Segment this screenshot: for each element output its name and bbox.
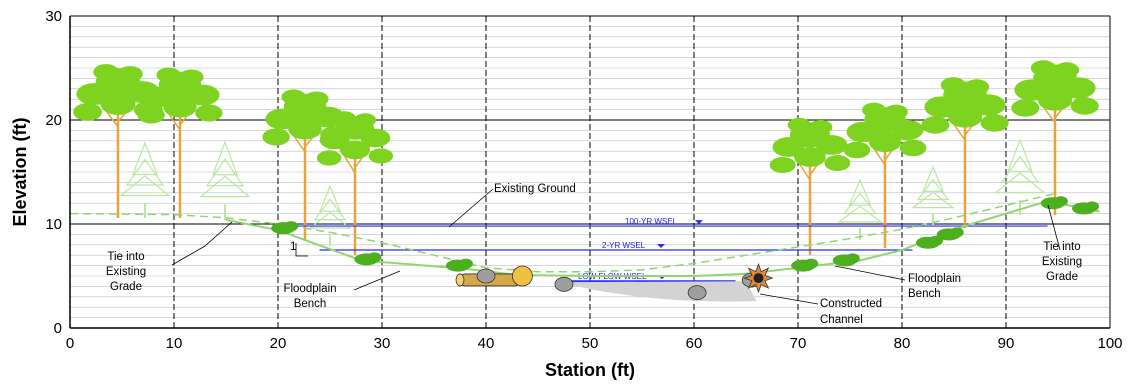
shrub	[929, 235, 943, 246]
annotation-floodplain-left: Floodplain Bench	[283, 270, 401, 310]
shrub	[804, 258, 819, 269]
tie-right-line1: Tie into	[1043, 241, 1080, 253]
boulder	[554, 276, 574, 292]
x-tick-label: 20	[270, 335, 287, 352]
conifer-tree	[119, 141, 171, 218]
shrub	[367, 252, 382, 263]
x-tick-label: 0	[66, 335, 74, 352]
x-axis-label: Station (ft)	[545, 360, 635, 380]
annotation-tie-left: Tie into Existing Grade	[106, 221, 233, 293]
tie-left-line2: Existing	[106, 266, 146, 278]
shrub	[949, 227, 964, 238]
y-tick-label: 0	[54, 320, 62, 337]
channel-bed	[558, 281, 757, 302]
channel-layer	[271, 196, 1099, 302]
deciduous-tree	[137, 67, 223, 218]
grid	[70, 16, 1110, 328]
x-tick-label: 50	[582, 335, 599, 352]
conifer-tree	[837, 178, 883, 240]
y-tick-label: 30	[45, 8, 62, 25]
existing-ground-line	[69, 192, 1059, 273]
tie-left-line1: Tie into	[107, 251, 144, 263]
deciduous-tree	[262, 89, 348, 240]
floodplain-right-line1: Floodplain	[908, 273, 961, 285]
axes	[69, 15, 1111, 329]
svg-text:Existing Ground: Existing Ground	[494, 183, 576, 195]
y-tick-label: 20	[45, 112, 62, 129]
tie-left-line3: Grade	[110, 281, 142, 293]
x-tick-label: 70	[790, 335, 807, 352]
deciduous-tree	[73, 64, 163, 218]
x-tick-label: 40	[478, 335, 495, 352]
annotation-constructed-channel: Constructed Channel	[759, 293, 882, 326]
deciduous-tree	[1011, 60, 1099, 215]
shrub	[458, 258, 473, 269]
rootwad	[512, 265, 533, 287]
boulder	[687, 285, 707, 301]
deciduous-tree	[769, 117, 851, 255]
tick-labels: 0 10 20 30 40 50 60 70 80 90 100 0 10 20 30	[45, 8, 1122, 352]
x-tick-label: 90	[998, 335, 1015, 352]
y-axis-label: Elevation (ft)	[10, 117, 30, 226]
deciduous-tree	[921, 77, 1009, 228]
tie-right-line2: Existing	[1042, 256, 1082, 268]
conifer-tree	[911, 165, 955, 225]
slope-indicator: 1	[290, 241, 308, 257]
floodplain-left-line1: Floodplain	[283, 283, 336, 295]
constructed-channel-line1: Constructed	[820, 298, 882, 310]
y-tick-label: 10	[45, 216, 62, 233]
shrub	[1085, 201, 1099, 212]
log-end	[455, 273, 465, 287]
annotation-existing-ground: Existing Ground	[448, 183, 576, 228]
wsel-symbol	[695, 220, 703, 225]
conifer-tree	[308, 184, 352, 246]
rootwad-core	[753, 273, 764, 284]
shrub	[1053, 196, 1068, 207]
x-tick-label: 10	[166, 335, 183, 352]
svg-text:1: 1	[290, 241, 296, 253]
annotation-floodplain-right: Floodplain Bench	[834, 265, 961, 300]
constructed-channel-line2: Channel	[820, 314, 863, 326]
deciduous-tree	[316, 111, 394, 255]
wsel-symbol	[657, 244, 665, 248]
deciduous-tree	[843, 102, 927, 248]
x-tick-label: 30	[374, 335, 391, 352]
x-tick-label: 80	[894, 335, 911, 352]
water-level-label: 100-YR WSEL	[625, 217, 678, 226]
conifer-tree	[199, 140, 251, 220]
floodplain-left-line2: Bench	[294, 298, 327, 310]
tie-right-line3: Grade	[1046, 271, 1078, 283]
x-tick-label: 60	[686, 335, 703, 352]
shrub	[845, 253, 860, 264]
floodplain-right-line2: Bench	[908, 288, 941, 300]
annotation-tie-right: Tie into Existing Grade	[1042, 204, 1082, 283]
water-level-label: 2-YR WSEL	[602, 241, 646, 250]
trees-layer	[73, 60, 1099, 255]
x-tick-label: 100	[1097, 335, 1122, 352]
conifer-tree	[994, 138, 1046, 215]
proposed-grade-line	[225, 200, 1100, 277]
shrub	[284, 221, 299, 232]
boulder	[476, 268, 496, 284]
